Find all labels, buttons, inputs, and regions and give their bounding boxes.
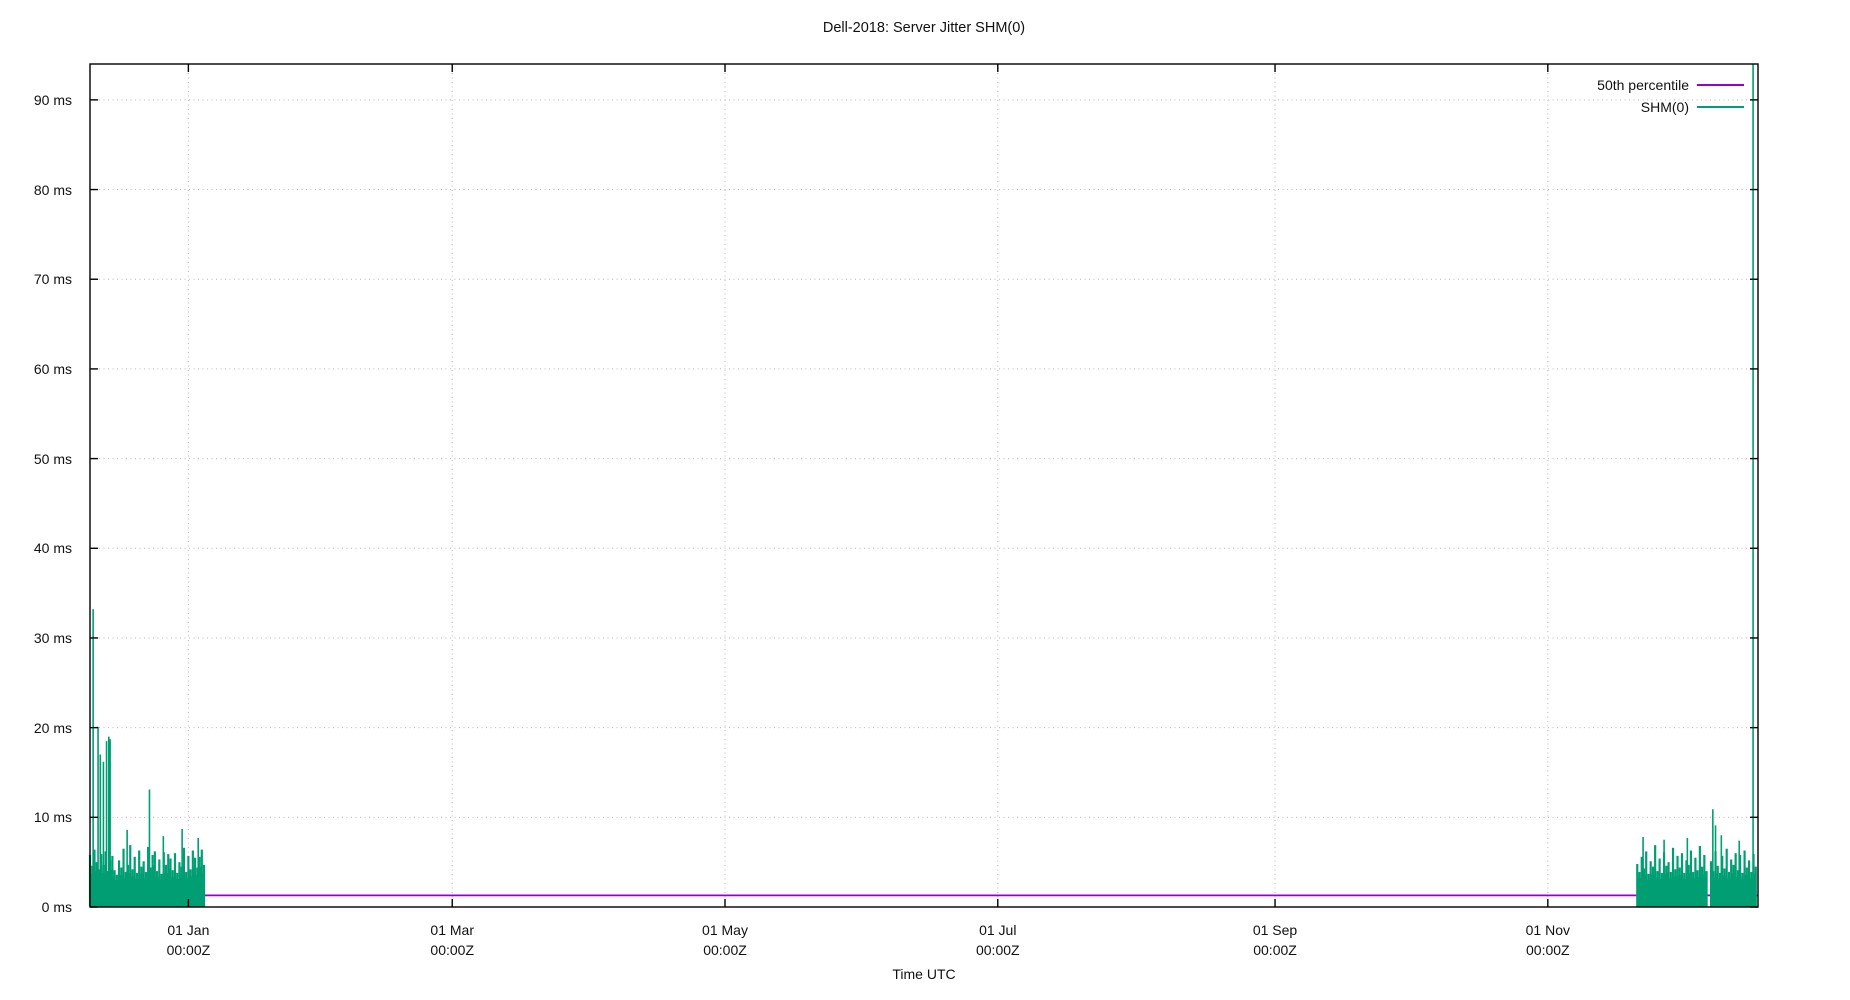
x-tick-label: 01 Jul 00:00Z (933, 921, 1063, 960)
x-tick-time: 00:00Z (1526, 941, 1570, 958)
x-tick-label: 01 May 00:00Z (660, 921, 790, 960)
legend-label: SHM(0) (1640, 99, 1689, 115)
x-tick-label: 01 Mar 00:00Z (387, 921, 517, 960)
x-axis-title: Time UTC (892, 966, 956, 982)
y-tick-label: 10 ms (33, 809, 72, 826)
y-tick-label: 30 ms (33, 629, 72, 646)
legend-entry: 50th percentile (1597, 74, 1744, 96)
legend-line-sample (1697, 106, 1744, 108)
plot-border (89, 63, 1759, 908)
x-tick-date: 01 Jul (979, 922, 1017, 938)
x-tick-date: 01 Sep (1252, 922, 1298, 938)
x-tick-label: 01 Jan 00:00Z (123, 921, 253, 960)
x-tick-date: 01 Jan (167, 922, 210, 938)
y-tick-label: 20 ms (33, 719, 72, 736)
x-tick-label: 01 Nov 00:00Z (1483, 921, 1613, 960)
legend-line-sample (1697, 84, 1744, 86)
legend: 50th percentile SHM(0) (1597, 74, 1744, 118)
x-tick-date: 01 Mar (430, 922, 474, 938)
x-tick-time: 00:00Z (166, 941, 211, 958)
x-tick-time: 00:00Z (430, 941, 475, 958)
y-tick-label: 80 ms (33, 181, 72, 198)
y-tick-label: 40 ms (33, 540, 72, 557)
x-tick-label: 01 Sep 00:00Z (1210, 921, 1340, 960)
x-tick-time: 00:00Z (1253, 941, 1297, 958)
legend-label: 50th percentile (1597, 77, 1689, 93)
y-tick-label: 90 ms (33, 91, 72, 108)
x-tick-time: 00:00Z (975, 941, 1020, 958)
y-tick-label: 60 ms (33, 360, 72, 377)
y-tick-label: 70 ms (33, 271, 72, 288)
y-tick-label: 0 ms (41, 899, 72, 915)
legend-entry: SHM(0) (1597, 96, 1744, 118)
x-tick-date: 01 May (702, 922, 748, 938)
x-tick-date: 01 Nov (1525, 922, 1570, 938)
chart-title: Dell-2018: Server Jitter SHM(0) (822, 20, 1026, 36)
x-tick-time: 00:00Z (703, 941, 747, 958)
y-tick-label: 50 ms (33, 450, 72, 467)
